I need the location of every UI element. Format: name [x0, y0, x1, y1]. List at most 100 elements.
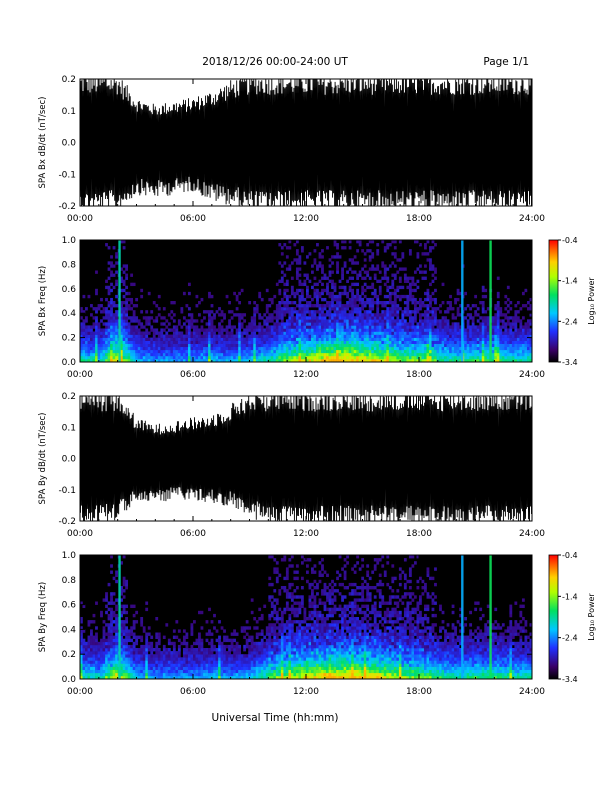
spectrogram-cell — [431, 343, 435, 348]
spectrogram-cell — [85, 672, 88, 677]
spectrogram-cell — [388, 243, 392, 247]
spectrogram-cell — [263, 340, 267, 344]
spectrogram-cell — [383, 249, 387, 253]
spectrogram-cell — [92, 316, 96, 320]
spectrogram-cell — [318, 316, 322, 320]
spectrogram-cell — [140, 648, 144, 652]
spectrogram-cell — [137, 322, 141, 326]
spectrogram-cell — [205, 331, 209, 335]
spectrogram-cell — [391, 352, 395, 357]
spectrogram-cell — [147, 319, 151, 323]
spectrogram-cell — [353, 310, 357, 314]
spectrogram-cell — [243, 355, 247, 360]
spectrogram-cell — [519, 349, 523, 354]
spectrogram-cell — [273, 607, 277, 612]
spectrogram-cell — [253, 641, 257, 646]
spectrogram-cell — [245, 660, 249, 664]
spectrogram-cell — [529, 340, 533, 344]
spectrogram-cell — [413, 282, 417, 287]
spectrogram-cell — [396, 288, 400, 293]
spectrogram-cell — [140, 669, 144, 674]
spectrogram-cell — [85, 352, 88, 357]
spectrogram-cell — [193, 651, 196, 655]
spectrogram-cell — [230, 663, 234, 667]
spectrogram-cell — [441, 346, 445, 351]
spectrogram-cell — [248, 340, 252, 344]
spectrogram-cell — [509, 325, 513, 329]
spectrogram-cell — [316, 297, 319, 302]
spectrogram-cell — [223, 343, 226, 348]
spectrogram-cell — [341, 313, 344, 317]
spectrogram-cell — [203, 660, 206, 664]
spectrogram-cell — [298, 307, 302, 311]
spectrogram-cell — [288, 613, 292, 618]
spectrogram-cell — [494, 340, 498, 344]
spectrogram-cell — [474, 294, 478, 299]
spectrogram-cell — [323, 313, 327, 317]
spectrogram-cell — [376, 313, 380, 317]
spectrogram-cell — [351, 270, 355, 274]
spectrogram-cell — [484, 349, 488, 354]
spectrogram-cell — [421, 304, 425, 308]
spectrogram-cell — [115, 331, 118, 335]
spectrogram-cell — [459, 358, 462, 363]
spectrogram-cell — [85, 331, 88, 335]
spectrogram-cell — [205, 343, 209, 348]
spectrogram-cell — [102, 322, 106, 326]
spectrogram-cell — [248, 626, 252, 630]
spectrogram-cell — [105, 592, 108, 596]
spectrogram-cell — [208, 352, 211, 357]
spectrogram-cell — [444, 325, 447, 329]
spectrogram-cell — [476, 319, 480, 323]
spectrogram-cell — [80, 337, 83, 341]
spectrogram-cell — [112, 660, 116, 664]
spectrogram-cell — [318, 331, 322, 335]
spectrogram-cell — [466, 337, 470, 341]
spectrogram-cell — [290, 313, 294, 317]
spectrogram-cell — [147, 337, 151, 341]
spectrogram-cell — [393, 304, 397, 308]
spectrogram-cell — [152, 331, 156, 335]
spectrogram-cell — [228, 334, 231, 338]
spectrogram-cell — [125, 582, 129, 587]
spectrogram-cell — [285, 307, 289, 311]
spectrogram-cell — [353, 325, 357, 329]
spectrogram-cell — [306, 358, 309, 363]
spectrogram-cell — [469, 307, 473, 311]
spectrogram-cell — [313, 352, 317, 357]
spectrogram-cell — [112, 313, 116, 317]
spectrogram-cell — [240, 334, 244, 338]
spectrogram-cell — [363, 319, 367, 323]
spectrogram-cell — [220, 660, 224, 664]
spectrogram-cell — [102, 328, 106, 332]
spectrogram-cell — [356, 319, 360, 323]
spectrogram-cell — [328, 304, 332, 308]
spectrogram-cell — [182, 355, 186, 360]
spectrogram-cell — [210, 641, 214, 646]
spectrogram-cell — [270, 595, 274, 599]
spectrogram-cell — [288, 669, 292, 674]
spectrogram-cell — [353, 355, 357, 360]
spectrogram-cell — [383, 270, 387, 274]
spectrogram-cell — [270, 297, 274, 302]
spectrogram-cell — [326, 276, 329, 280]
spectrogram-cell — [383, 355, 387, 360]
spectrogram-cell — [439, 319, 442, 323]
spectrogram-cell — [107, 337, 111, 341]
spectrogram-cell — [416, 349, 420, 354]
spectrogram-cell — [112, 340, 116, 344]
spectrogram-cell — [218, 325, 221, 329]
spectrogram-cell — [220, 666, 224, 670]
spectrogram-cell — [112, 644, 116, 649]
spectrogram-cell — [280, 252, 284, 256]
spectrogram-cell — [127, 632, 131, 636]
spectrogram-cell — [235, 346, 239, 351]
spectrogram-cell — [516, 310, 520, 314]
spectrogram-cell — [403, 273, 407, 277]
spectrogram-cell — [288, 648, 292, 652]
spectrogram-cell — [346, 316, 349, 320]
spectrogram-cell — [238, 666, 242, 670]
spectrogram-cell — [283, 635, 287, 639]
spectrogram-cell — [210, 340, 214, 344]
spectrogram-cell — [208, 328, 211, 332]
